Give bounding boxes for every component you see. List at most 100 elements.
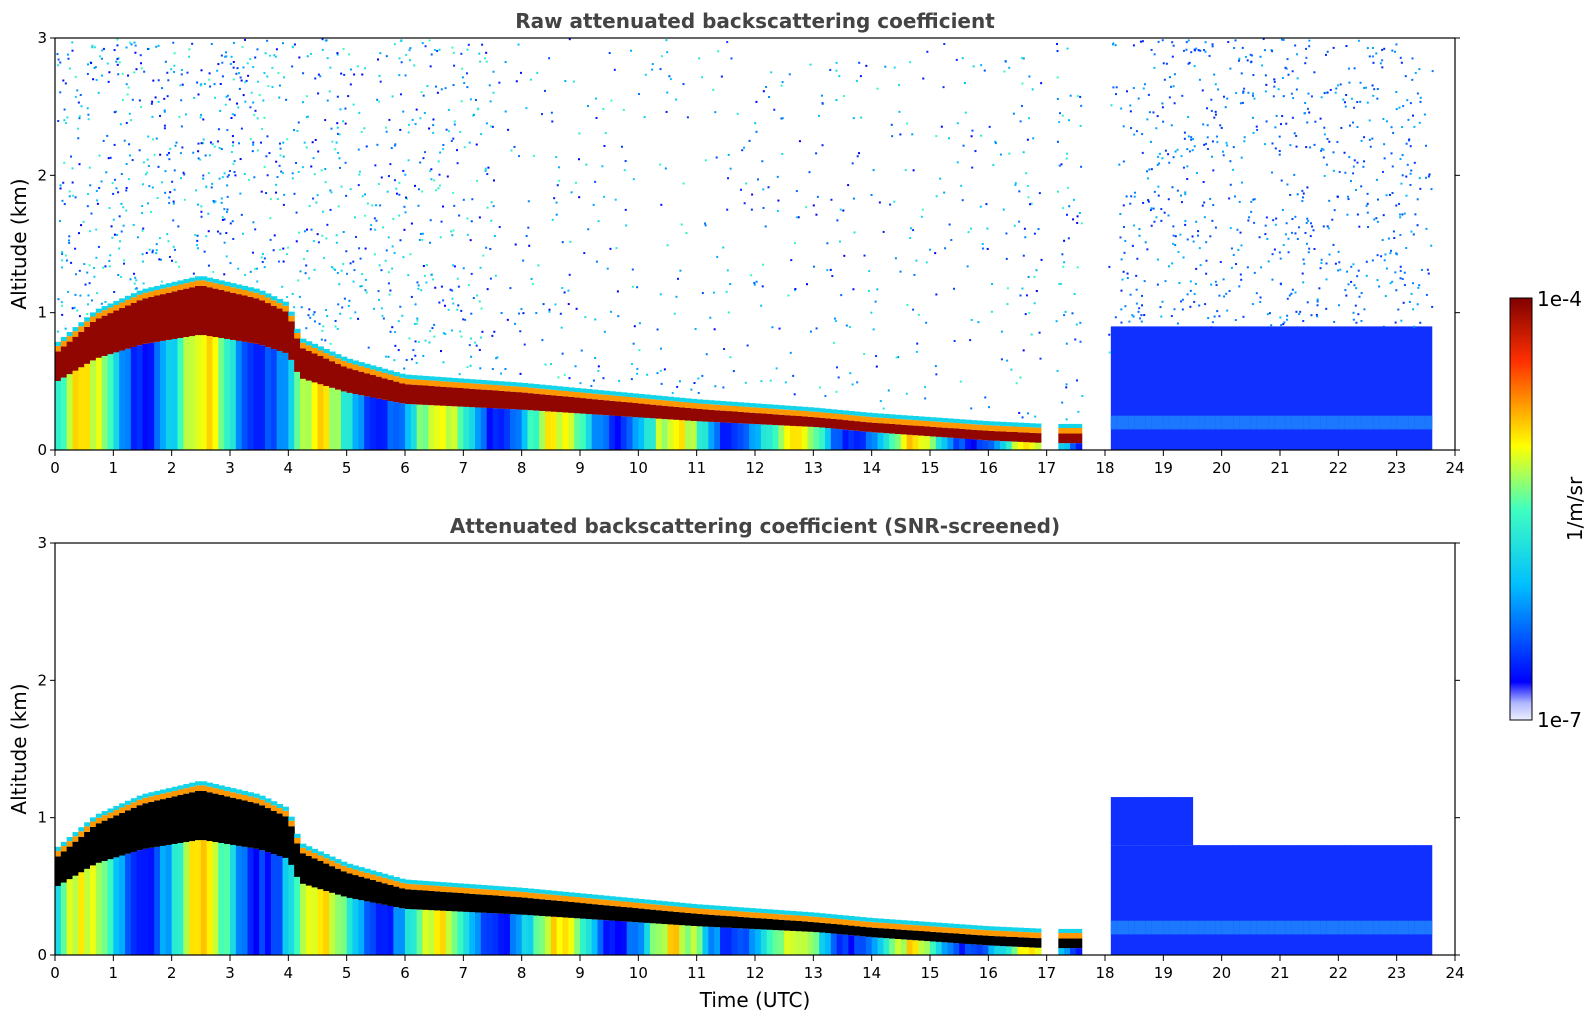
noise-pixel <box>586 104 589 107</box>
noise-pixel <box>461 67 464 70</box>
noise-pixel <box>373 253 376 256</box>
backscatter-cell <box>696 914 704 927</box>
backscatter-cell <box>877 922 884 929</box>
noise-pixel <box>1389 252 1392 255</box>
backscatter-cell <box>66 841 74 847</box>
noise-pixel <box>558 179 561 182</box>
backscatter-cell <box>871 432 879 450</box>
noise-pixel <box>359 257 362 260</box>
noise-pixel <box>244 38 247 41</box>
noise-pixel <box>98 55 101 58</box>
noise-pixel <box>181 83 184 86</box>
noise-pixel <box>439 151 442 154</box>
noise-pixel <box>225 55 228 58</box>
backscatter-cell <box>1408 326 1415 450</box>
backscatter-cell <box>1180 415 1188 430</box>
noise-pixel <box>1344 289 1347 292</box>
backscatter-cell <box>323 891 330 955</box>
noise-pixel <box>141 260 144 263</box>
noise-pixel <box>251 251 254 254</box>
backscatter-cell <box>387 875 394 880</box>
x-tick-label: 12 <box>745 964 764 982</box>
noise-pixel <box>61 266 64 269</box>
noise-pixel <box>125 121 128 124</box>
noise-pixel <box>1356 101 1359 104</box>
backscatter-cell <box>241 295 249 342</box>
noise-pixel <box>213 83 216 86</box>
noise-pixel <box>1179 194 1182 197</box>
noise-pixel <box>522 312 525 315</box>
noise-pixel <box>456 277 459 280</box>
backscatter-cell <box>335 363 342 390</box>
backscatter-cell <box>953 438 960 450</box>
noise-pixel <box>358 173 361 176</box>
noise-pixel <box>776 210 779 213</box>
noise-pixel <box>1399 277 1402 280</box>
noise-pixel <box>157 44 160 47</box>
backscatter-cell <box>1000 425 1007 432</box>
noise-pixel <box>590 384 593 387</box>
backscatter-cell <box>329 892 336 955</box>
backscatter-cell <box>900 929 908 940</box>
backscatter-cell <box>346 362 354 369</box>
backscatter-cell <box>55 345 62 352</box>
backscatter-cell <box>1070 433 1077 444</box>
backscatter-cell <box>1350 845 1357 955</box>
noise-pixel <box>282 155 285 158</box>
noise-pixel <box>1172 44 1175 47</box>
backscatter-cell <box>580 893 587 898</box>
noise-pixel <box>217 63 220 66</box>
noise-pixel <box>1326 138 1329 141</box>
noise-pixel <box>296 129 299 132</box>
noise-pixel <box>476 294 479 297</box>
backscatter-cell <box>906 939 914 955</box>
backscatter-cell <box>177 795 184 844</box>
noise-pixel <box>400 61 403 64</box>
backscatter-cell <box>125 299 132 306</box>
noise-pixel <box>1164 280 1167 283</box>
backscatter-cell <box>772 408 779 415</box>
backscatter-cell <box>335 863 342 869</box>
noise-pixel <box>1143 280 1146 283</box>
noise-pixel <box>1338 261 1341 264</box>
noise-pixel <box>1299 310 1302 313</box>
backscatter-cell <box>160 845 167 955</box>
noise-pixel <box>852 288 855 291</box>
noise-pixel <box>1406 163 1409 166</box>
backscatter-cell <box>113 300 120 306</box>
noise-pixel <box>417 287 420 290</box>
noise-pixel <box>451 234 454 237</box>
noise-pixel <box>916 342 919 345</box>
backscatter-cell <box>900 924 908 930</box>
backscatter-cell <box>136 795 144 800</box>
backscatter-cell <box>813 932 820 955</box>
noise-pixel <box>337 205 340 208</box>
noise-pixel <box>469 337 472 340</box>
backscatter-cell <box>935 417 943 422</box>
noise-pixel <box>970 407 973 410</box>
x-tick-label: 10 <box>629 459 648 477</box>
backscatter-cell <box>1274 920 1281 935</box>
noise-pixel <box>202 177 205 180</box>
backscatter-cell <box>1408 415 1415 430</box>
noise-pixel <box>278 142 281 145</box>
noise-pixel <box>824 395 827 398</box>
noise-pixel <box>770 71 773 74</box>
noise-pixel <box>286 138 289 141</box>
noise-pixel <box>1311 225 1314 228</box>
noise-pixel <box>1115 86 1118 89</box>
noise-pixel <box>1420 268 1423 271</box>
backscatter-cell <box>66 846 74 880</box>
backscatter-cell <box>632 397 639 404</box>
backscatter-cell <box>84 868 91 955</box>
backscatter-cell <box>154 341 161 450</box>
backscatter-cell <box>854 916 861 921</box>
backscatter-cell <box>527 898 534 916</box>
noise-pixel <box>340 72 343 75</box>
backscatter-cell <box>107 808 114 813</box>
noise-pixel <box>1328 253 1331 256</box>
x-tick-label: 2 <box>167 964 177 982</box>
noise-pixel <box>912 169 915 172</box>
backscatter-cell <box>801 416 809 427</box>
backscatter-cell <box>685 912 692 926</box>
